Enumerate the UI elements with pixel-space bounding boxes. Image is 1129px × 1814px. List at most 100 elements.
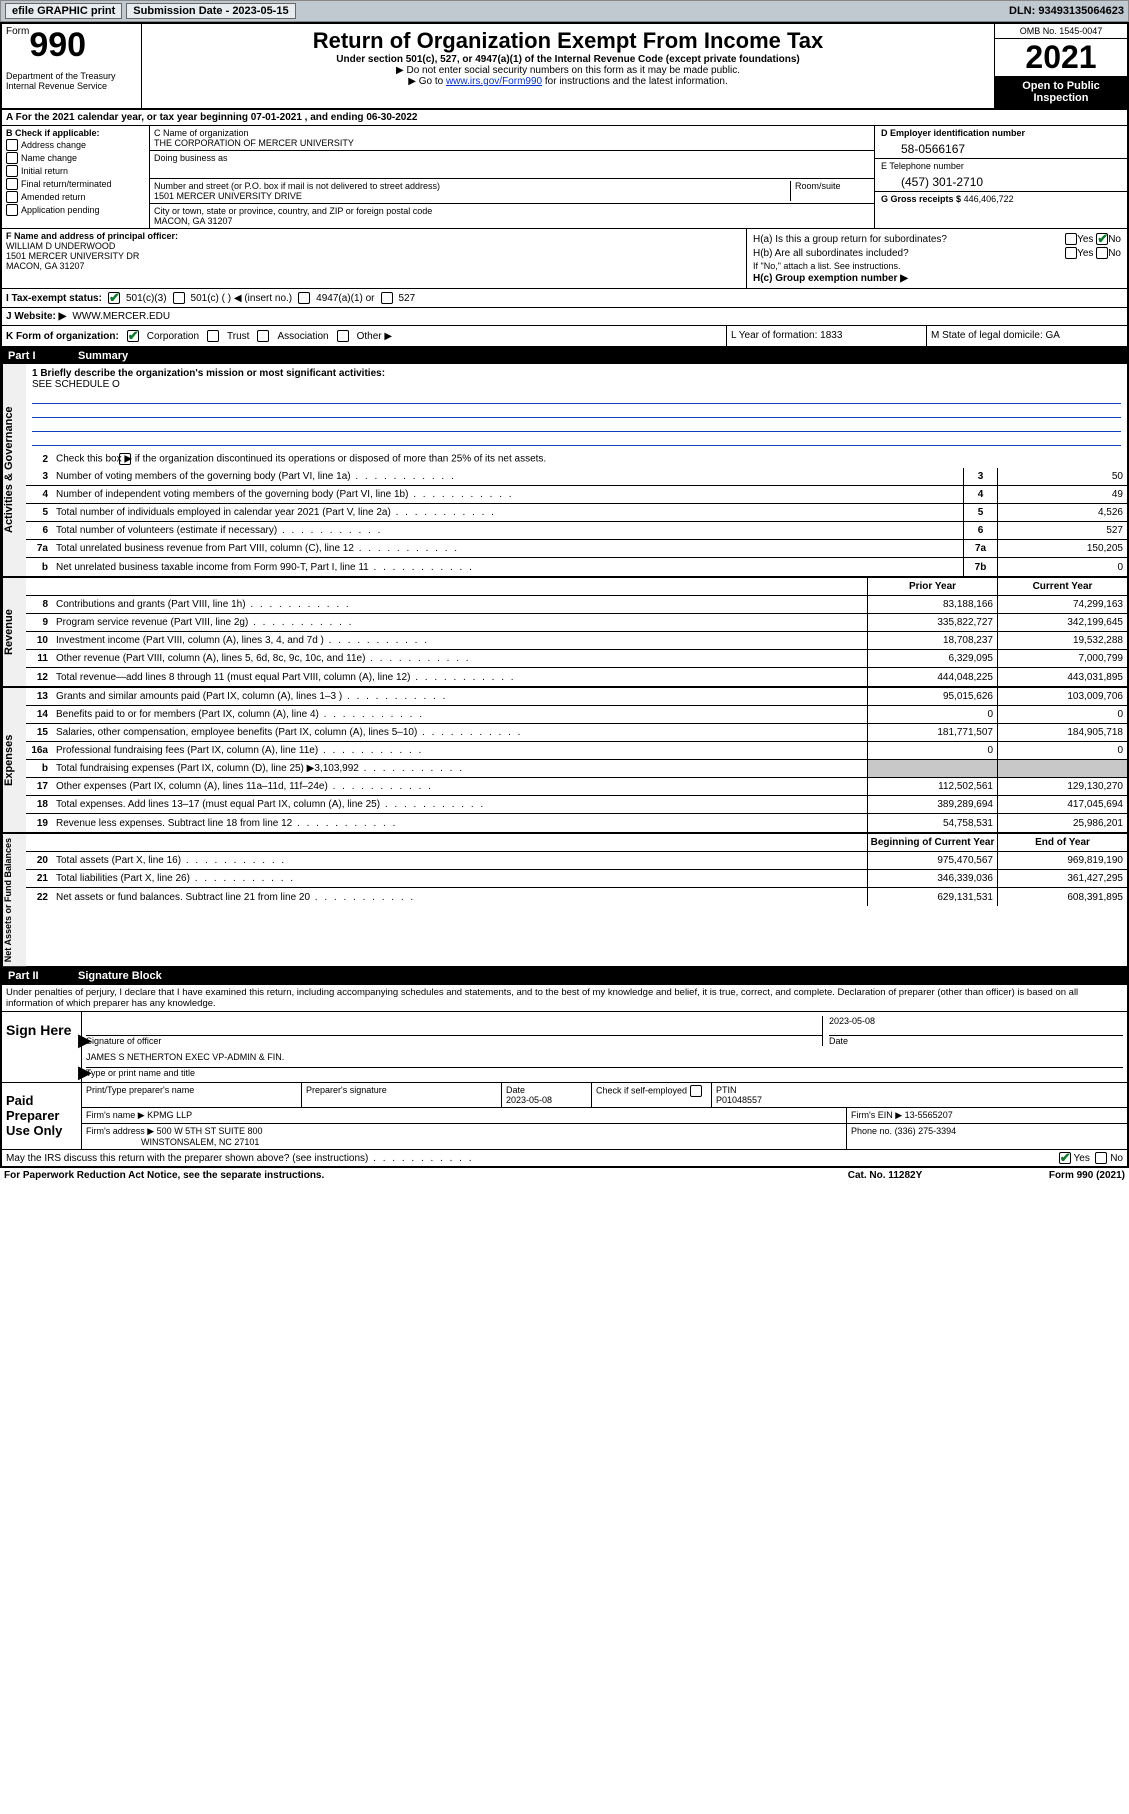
sig-officer-label: Signature of officer (86, 1036, 822, 1046)
gross-value: 446,406,722 (964, 194, 1014, 204)
checkbox-icon[interactable] (6, 178, 18, 190)
line-desc: Program service revenue (Part VIII, line… (54, 615, 867, 630)
i-label: I Tax-exempt status: (6, 293, 102, 304)
prior-year-header: Prior Year (867, 578, 997, 595)
sign-here-row: Sign Here ▶ Signature of officer 2023-05… (2, 1011, 1127, 1082)
prep-hdr-sig: Preparer's signature (302, 1083, 502, 1107)
form-number-footer: Form 990 (2021) (985, 1170, 1125, 1181)
line-desc: Benefits paid to or for members (Part IX… (54, 707, 867, 722)
i-opt1: 501(c)(3) (126, 293, 167, 304)
open-to-public: Open to Public Inspection (995, 76, 1127, 108)
current-value (997, 760, 1127, 777)
discuss-row: May the IRS discuss this return with the… (2, 1149, 1127, 1166)
table-row: 17 Other expenses (Part IX, column (A), … (26, 778, 1127, 796)
current-value: 443,031,895 (997, 668, 1127, 686)
sig-date: 2023-05-08 (829, 1016, 1123, 1036)
current-value: 342,199,645 (997, 614, 1127, 631)
prior-value: 112,502,561 (867, 778, 997, 795)
cat-number: Cat. No. 11282Y (785, 1170, 985, 1181)
chk-label: Amended return (21, 192, 86, 202)
prior-value: 0 (867, 742, 997, 759)
checkbox-icon[interactable] (1065, 247, 1077, 259)
checkbox-icon[interactable] (6, 191, 18, 203)
section-bcdeg: B Check if applicable: Address change Na… (2, 126, 1127, 229)
revenue-header-row: Prior Year Current Year (26, 578, 1127, 596)
firm-name-row: Firm's name ▶ KPMG LLP Firm's EIN ▶ 13-5… (82, 1108, 1127, 1124)
j-label: J Website: ▶ (6, 311, 66, 322)
current-value: 103,009,706 (997, 688, 1127, 705)
prior-value: 6,329,095 (867, 650, 997, 667)
line-value: 0 (997, 558, 1127, 576)
checkbox-icon[interactable] (119, 453, 131, 465)
checkbox-icon[interactable] (690, 1085, 702, 1097)
chk-initial-return: Initial return (6, 165, 145, 177)
table-row: 6 Total number of volunteers (estimate i… (26, 522, 1127, 540)
checkbox-icon[interactable] (173, 292, 185, 304)
end-year-header: End of Year (997, 834, 1127, 851)
checkbox-icon[interactable] (1096, 233, 1108, 245)
checkbox-icon[interactable] (1059, 1152, 1071, 1164)
k-opt: Association (277, 331, 328, 342)
efile-button[interactable]: efile GRAPHIC print (5, 3, 122, 19)
checkbox-icon[interactable] (6, 165, 18, 177)
dba-label: Doing business as (154, 153, 870, 163)
side-netassets: Net Assets or Fund Balances (2, 834, 26, 966)
chk-label: Application pending (21, 205, 100, 215)
checkbox-icon[interactable] (1096, 247, 1108, 259)
header-left: Form990 Department of the Treasury Inter… (2, 24, 142, 108)
part1-expenses: Expenses 13 Grants and similar amounts p… (2, 688, 1127, 834)
table-row: 11 Other revenue (Part VIII, column (A),… (26, 650, 1127, 668)
line-value: 4,526 (997, 504, 1127, 521)
checkbox-icon[interactable] (6, 204, 18, 216)
prep-hdr-date: Date2023-05-08 (502, 1083, 592, 1107)
mission-label: 1 Briefly describe the organization's mi… (32, 368, 385, 379)
street-value: 1501 MERCER UNIVERSITY DRIVE (154, 191, 790, 201)
line-desc: Total number of volunteers (estimate if … (54, 523, 963, 538)
line-desc: Number of independent voting members of … (54, 487, 963, 502)
ha-label: H(a) Is this a group return for subordin… (753, 234, 1065, 245)
section-b-label: B Check if applicable: (6, 128, 145, 138)
checkbox-icon[interactable] (381, 292, 393, 304)
chk-label: Address change (21, 140, 86, 150)
paid-preparer-row: Paid Preparer Use Only Print/Type prepar… (2, 1082, 1127, 1149)
table-row: b Net unrelated business taxable income … (26, 558, 1127, 576)
current-value: 0 (997, 742, 1127, 759)
h-a: H(a) Is this a group return for subordin… (753, 233, 1121, 245)
line-box: 4 (963, 486, 997, 503)
dln-label: DLN: 93493135064623 (1009, 5, 1124, 17)
checkbox-icon[interactable] (6, 152, 18, 164)
mission-rule (32, 432, 1121, 446)
row-k: K Form of organization: Corporation Trus… (2, 326, 727, 346)
k-label: K Form of organization: (6, 331, 119, 342)
checkbox-icon[interactable] (6, 139, 18, 151)
phone-value: (457) 301-2710 (881, 171, 1121, 189)
line-desc: Total expenses. Add lines 13–17 (must eq… (54, 797, 867, 812)
org-name-label: C Name of organization (154, 128, 870, 138)
checkbox-icon[interactable] (1065, 233, 1077, 245)
checkbox-icon[interactable] (298, 292, 310, 304)
irs-link[interactable]: www.irs.gov/Form990 (446, 76, 542, 87)
checkbox-icon[interactable] (127, 330, 139, 342)
instr2-pre: ▶ Go to (408, 76, 446, 87)
line-num: 12 (26, 672, 54, 683)
side-governance: Activities & Governance (2, 364, 26, 576)
firm-ein: 13-5565207 (905, 1110, 953, 1120)
instruction-1: ▶ Do not enter social security numbers o… (148, 65, 988, 76)
checkbox-icon[interactable] (108, 292, 120, 304)
line-num: 15 (26, 727, 54, 738)
table-row: 10 Investment income (Part VIII, column … (26, 632, 1127, 650)
table-row: 19 Revenue less expenses. Subtract line … (26, 814, 1127, 832)
row-klm: K Form of organization: Corporation Trus… (2, 326, 1127, 348)
yes-label: Yes (1077, 248, 1093, 259)
line-desc: Revenue less expenses. Subtract line 18 … (54, 816, 867, 831)
table-row: 22 Net assets or fund balances. Subtract… (26, 888, 1127, 906)
discuss-text: May the IRS discuss this return with the… (6, 1153, 1059, 1164)
prep-ptin: PTINP01048557 (712, 1083, 1127, 1107)
line-desc: Total unrelated business revenue from Pa… (54, 541, 963, 556)
header-center: Return of Organization Exempt From Incom… (142, 24, 995, 108)
checkbox-icon[interactable] (1095, 1152, 1107, 1164)
phone-cell: E Telephone number (457) 301-2710 (875, 159, 1127, 192)
checkbox-icon[interactable] (337, 330, 349, 342)
checkbox-icon[interactable] (257, 330, 269, 342)
checkbox-icon[interactable] (207, 330, 219, 342)
